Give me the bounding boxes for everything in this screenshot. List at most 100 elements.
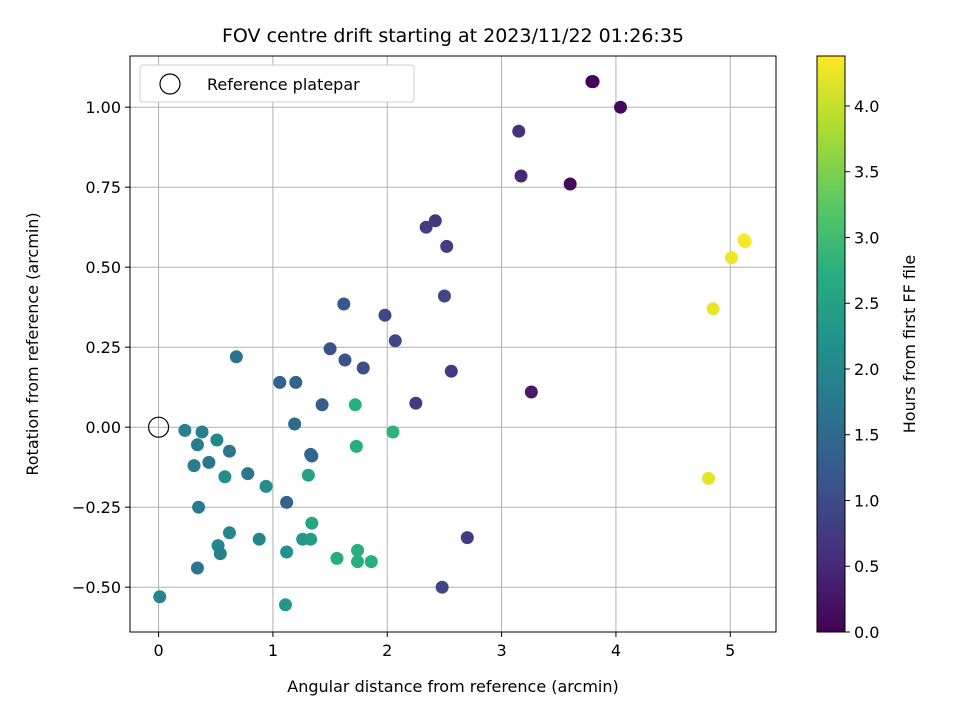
data-point <box>315 398 329 412</box>
data-point <box>702 471 716 485</box>
data-point <box>435 580 449 594</box>
y-tick-label: 0.50 <box>85 258 121 277</box>
data-point <box>289 375 303 389</box>
data-point <box>514 169 528 183</box>
colorbar-tick-label: 0.5 <box>854 557 879 576</box>
data-point <box>706 302 720 316</box>
data-point <box>301 468 315 482</box>
y-tick-label: 1.00 <box>85 98 121 117</box>
data-point <box>524 385 538 399</box>
y-tick-label: 0.00 <box>85 418 121 437</box>
data-point <box>614 100 628 114</box>
data-point <box>259 479 273 493</box>
data-point <box>178 423 192 437</box>
data-point <box>213 547 227 561</box>
legend-marker-open-circle <box>159 73 181 95</box>
data-point <box>323 342 337 356</box>
colorbar-tick-label: 2.0 <box>854 360 879 379</box>
data-point <box>563 177 577 191</box>
data-point <box>190 561 204 575</box>
data-point <box>222 526 236 540</box>
data-point <box>356 361 370 375</box>
data-point <box>229 350 243 364</box>
colorbar-label: Hours from first FF file <box>900 255 919 434</box>
y-axis-label: Rotation from reference (arcmin) <box>23 212 42 475</box>
colorbar-tick-label: 1.5 <box>854 426 879 445</box>
data-point <box>252 532 266 546</box>
colorbar-tick-label: 3.0 <box>854 228 879 247</box>
y-axis: −0.50 −0.25 0.00 0.25 0.50 0.75 1.00 <box>72 98 130 597</box>
data-point <box>278 598 292 612</box>
data-point <box>440 239 454 253</box>
data-point <box>241 467 255 481</box>
colorbar-ticks: 0.0 0.5 1.0 1.5 2.0 2.5 3.0 3.5 4.0 <box>845 97 879 642</box>
legend: Reference platepar <box>139 64 415 103</box>
colorbar-tick-label: 4.0 <box>854 97 879 116</box>
grid-lines <box>130 56 776 632</box>
data-point <box>585 75 599 89</box>
x-axis: 0 1 2 3 4 5 <box>153 632 735 660</box>
data-point <box>218 470 232 484</box>
data-point <box>304 532 318 546</box>
x-tick-label: 0 <box>153 641 163 660</box>
data-point <box>153 590 167 604</box>
data-point <box>330 551 344 565</box>
data-point <box>444 364 458 378</box>
colorbar-tick-label: 0.0 <box>854 623 879 642</box>
reference-marker <box>147 416 170 438</box>
data-point <box>190 438 204 452</box>
data-point <box>460 531 474 545</box>
y-tick-label: 0.75 <box>85 178 121 197</box>
data-point <box>280 495 294 509</box>
legend-label: Reference platepar <box>207 75 360 94</box>
colorbar-tick-label: 2.5 <box>854 294 879 313</box>
data-point <box>192 500 206 514</box>
colorbar: 0.0 0.5 1.0 1.5 2.0 2.5 3.0 3.5 4.0 Hours from f… <box>816 55 919 642</box>
x-tick-label: 5 <box>725 641 735 660</box>
data-point <box>349 439 363 453</box>
data-point <box>202 455 216 469</box>
chart-title: FOV centre drift starting at 2023/11/22 … <box>222 25 684 47</box>
data-point <box>337 297 351 311</box>
data-point <box>280 545 294 559</box>
data-point <box>428 214 442 228</box>
data-point <box>348 398 362 412</box>
data-point <box>351 543 365 557</box>
data-point <box>338 353 352 367</box>
y-tick-label: 0.25 <box>85 338 121 357</box>
data-point <box>288 417 302 431</box>
data-point <box>210 433 224 447</box>
colorbar-tick-label: 3.5 <box>854 163 879 182</box>
data-point <box>222 444 236 458</box>
data-point <box>388 334 402 348</box>
data-point <box>419 220 433 234</box>
plot-area-frame <box>129 55 777 633</box>
reference-point <box>147 416 170 438</box>
y-tick-label: −0.25 <box>72 498 121 517</box>
data-point <box>187 459 201 473</box>
data-point <box>195 425 209 439</box>
data-point <box>273 375 287 389</box>
data-point <box>386 425 400 439</box>
x-tick-label: 4 <box>611 641 621 660</box>
colorbar-gradient <box>816 55 846 633</box>
data-point <box>304 447 318 461</box>
data-points <box>153 75 752 612</box>
data-point <box>351 555 365 569</box>
data-point <box>437 289 451 303</box>
legend-box <box>139 64 415 103</box>
data-point <box>409 396 423 410</box>
x-tick-label: 3 <box>496 641 506 660</box>
data-point <box>724 251 738 265</box>
data-point <box>378 308 392 322</box>
colorbar-tick-label: 1.0 <box>854 491 879 510</box>
data-point <box>364 555 378 569</box>
x-tick-label: 2 <box>382 641 392 660</box>
x-axis-label: Angular distance from reference (arcmin) <box>287 677 618 696</box>
y-tick-label: −0.50 <box>72 578 121 597</box>
data-point <box>512 124 526 138</box>
data-point <box>305 516 319 530</box>
x-tick-label: 1 <box>268 641 278 660</box>
data-point <box>738 235 752 249</box>
